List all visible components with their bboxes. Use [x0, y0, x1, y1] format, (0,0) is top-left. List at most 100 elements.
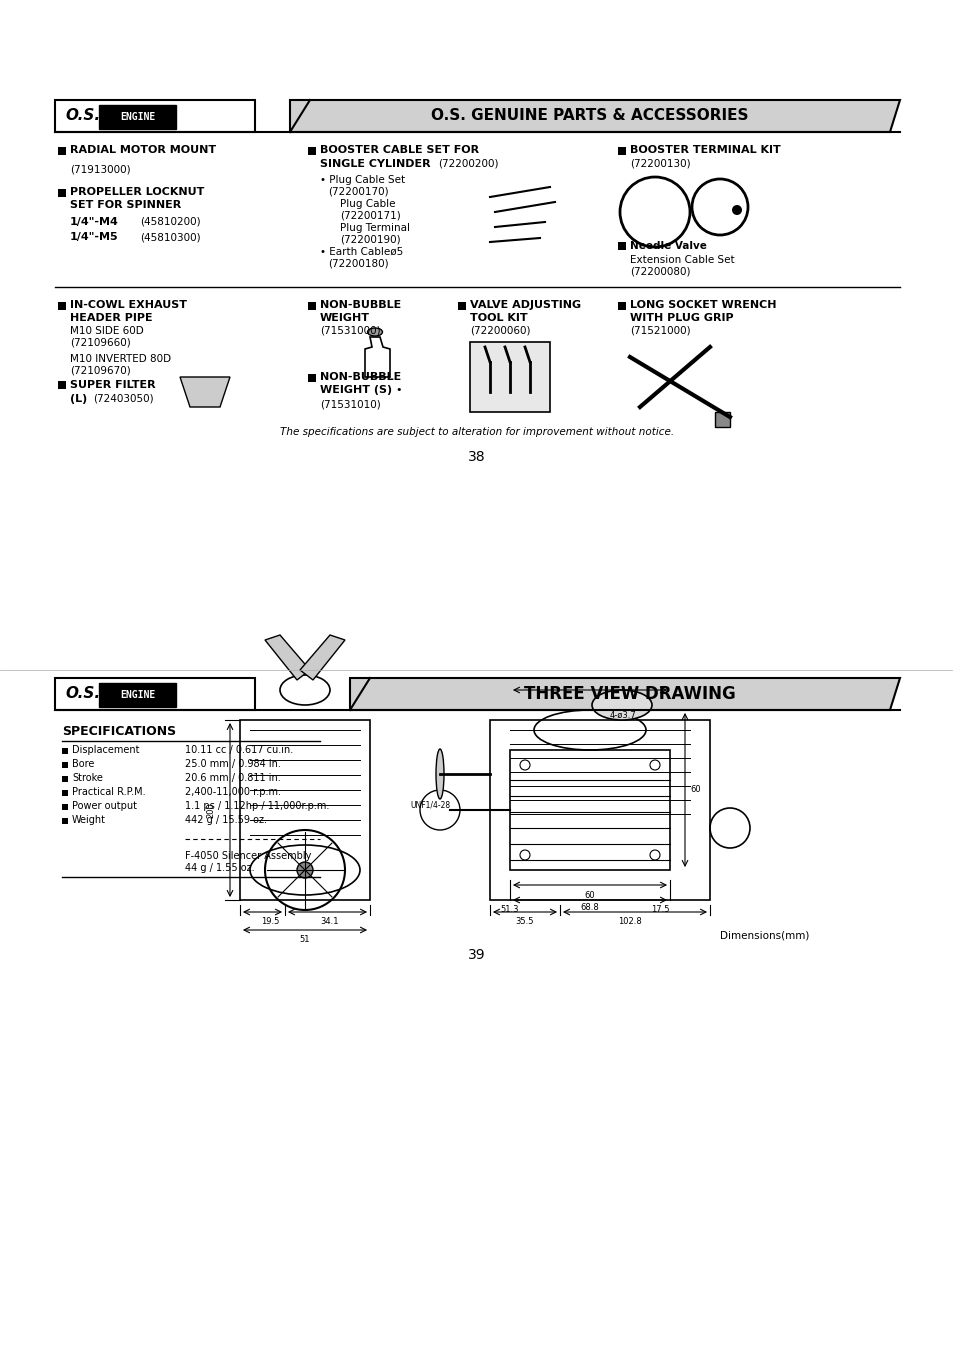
Text: 102.8: 102.8: [618, 918, 641, 926]
Bar: [62, 776, 68, 782]
Text: 200: 200: [206, 802, 214, 818]
Text: Bore: Bore: [71, 759, 94, 769]
Text: (72200130): (72200130): [629, 159, 690, 169]
Text: THREE VIEW DRAWING: THREE VIEW DRAWING: [523, 684, 735, 703]
Text: • Earth Cableø5: • Earth Cableø5: [319, 247, 403, 256]
Ellipse shape: [367, 328, 382, 336]
Text: 1/4"-M5: 1/4"-M5: [70, 232, 118, 242]
Bar: [618, 302, 625, 311]
Bar: [62, 761, 68, 768]
FancyBboxPatch shape: [99, 683, 175, 707]
Text: 442 g / 15.59 oz.: 442 g / 15.59 oz.: [185, 815, 267, 825]
Text: 35.5: 35.5: [516, 918, 534, 926]
Text: WEIGHT (S): WEIGHT (S): [319, 385, 392, 396]
Text: Power output: Power output: [71, 801, 137, 811]
Text: (72200180): (72200180): [328, 259, 388, 269]
Text: (72200200): (72200200): [437, 159, 498, 169]
Text: 34.1: 34.1: [320, 918, 339, 926]
Text: 38: 38: [468, 450, 485, 464]
Bar: [714, 412, 729, 427]
Text: Weight: Weight: [71, 815, 106, 825]
Bar: [510, 751, 669, 869]
Bar: [457, 302, 465, 311]
Text: (71531010): (71531010): [319, 400, 380, 410]
Text: (72109660): (72109660): [70, 338, 131, 348]
Text: O.S. GENUINE PARTS & ACCESSORIES: O.S. GENUINE PARTS & ACCESSORIES: [431, 108, 748, 123]
Text: 51.3: 51.3: [500, 906, 518, 914]
Bar: [58, 302, 66, 311]
Text: Needle Valve: Needle Valve: [629, 242, 706, 251]
Text: BOOSTER CABLE SET FOR: BOOSTER CABLE SET FOR: [319, 144, 478, 155]
Circle shape: [296, 863, 313, 878]
Text: ENGINE: ENGINE: [120, 112, 155, 122]
Bar: [308, 147, 315, 155]
Text: 2,400-11,000 r.p.m.: 2,400-11,000 r.p.m.: [185, 787, 281, 796]
Text: (72200190): (72200190): [339, 235, 400, 244]
Bar: [240, 720, 370, 900]
Text: Practical R.P.M.: Practical R.P.M.: [71, 787, 146, 796]
Bar: [618, 147, 625, 155]
Ellipse shape: [592, 690, 651, 720]
Text: 4-ø3.7: 4-ø3.7: [609, 710, 636, 720]
Text: (71913000): (71913000): [70, 163, 131, 174]
Text: M10 INVERTED 80D: M10 INVERTED 80D: [70, 354, 171, 364]
Text: (72200171): (72200171): [339, 211, 400, 221]
Text: 10.11 cc / 0.617 cu.in.: 10.11 cc / 0.617 cu.in.: [185, 745, 293, 755]
Text: Plug Cable: Plug Cable: [339, 198, 395, 209]
Bar: [62, 748, 68, 755]
Text: 1.1 ps / 1.12hp / 11,000r.p.m.: 1.1 ps / 1.12hp / 11,000r.p.m.: [185, 801, 329, 811]
Text: (72200080): (72200080): [629, 267, 690, 277]
Bar: [490, 720, 709, 900]
Bar: [58, 381, 66, 389]
Text: 39: 39: [468, 948, 485, 963]
Ellipse shape: [436, 749, 443, 799]
Text: (72200170): (72200170): [328, 188, 388, 197]
Polygon shape: [350, 678, 899, 710]
FancyBboxPatch shape: [99, 105, 175, 130]
Text: M10 SIDE 60D: M10 SIDE 60D: [70, 325, 144, 336]
Bar: [308, 302, 315, 311]
Text: (45810200): (45810200): [140, 217, 200, 227]
Text: WITH PLUG GRIP: WITH PLUG GRIP: [629, 313, 733, 323]
Bar: [62, 790, 68, 796]
Text: (71521000): (71521000): [629, 325, 690, 336]
Text: SUPER FILTER: SUPER FILTER: [70, 379, 155, 390]
Text: SET FOR SPINNER: SET FOR SPINNER: [70, 200, 181, 211]
Text: (72109670): (72109670): [70, 366, 131, 377]
FancyBboxPatch shape: [55, 678, 254, 710]
Text: NON-BUBBLE: NON-BUBBLE: [319, 373, 401, 382]
Polygon shape: [265, 634, 310, 680]
Text: SINGLE CYLINDER: SINGLE CYLINDER: [319, 159, 430, 169]
Text: SPECIFICATIONS: SPECIFICATIONS: [62, 725, 176, 738]
Text: 17.5: 17.5: [650, 906, 669, 914]
FancyBboxPatch shape: [55, 100, 254, 132]
Text: RADIAL MOTOR MOUNT: RADIAL MOTOR MOUNT: [70, 144, 216, 155]
Text: Stroke: Stroke: [71, 774, 103, 783]
Circle shape: [731, 205, 741, 215]
Text: 20.6 mm / 0.811 in.: 20.6 mm / 0.811 in.: [185, 774, 280, 783]
Bar: [470, 342, 550, 412]
Text: O.S.: O.S.: [65, 108, 100, 123]
Text: VALVE ADJUSTING: VALVE ADJUSTING: [470, 300, 580, 310]
Text: F-4050 Silencer Assembly: F-4050 Silencer Assembly: [185, 850, 311, 861]
Text: 68.8: 68.8: [580, 903, 598, 913]
Text: HEADER PIPE: HEADER PIPE: [70, 313, 152, 323]
Text: (72200060): (72200060): [470, 325, 530, 336]
Text: 51: 51: [299, 936, 310, 945]
Text: PROPELLER LOCKNUT: PROPELLER LOCKNUT: [70, 188, 204, 197]
Text: BOOSTER TERMINAL KIT: BOOSTER TERMINAL KIT: [629, 144, 780, 155]
Text: •: •: [395, 385, 401, 396]
Text: TOOL KIT: TOOL KIT: [470, 313, 527, 323]
Text: 19.5: 19.5: [260, 918, 279, 926]
Text: Displacement: Displacement: [71, 745, 139, 755]
Bar: [618, 242, 625, 250]
Text: Dimensions(mm): Dimensions(mm): [720, 930, 808, 940]
Text: 60: 60: [584, 891, 595, 899]
Text: • Plug Cable Set: • Plug Cable Set: [319, 176, 405, 185]
Text: LONG SOCKET WRENCH: LONG SOCKET WRENCH: [629, 300, 776, 310]
Bar: [58, 189, 66, 197]
Text: (45810300): (45810300): [140, 232, 200, 242]
Bar: [308, 374, 315, 382]
Text: IN-COWL EXHAUST: IN-COWL EXHAUST: [70, 300, 187, 310]
Text: (72403050): (72403050): [92, 394, 153, 404]
